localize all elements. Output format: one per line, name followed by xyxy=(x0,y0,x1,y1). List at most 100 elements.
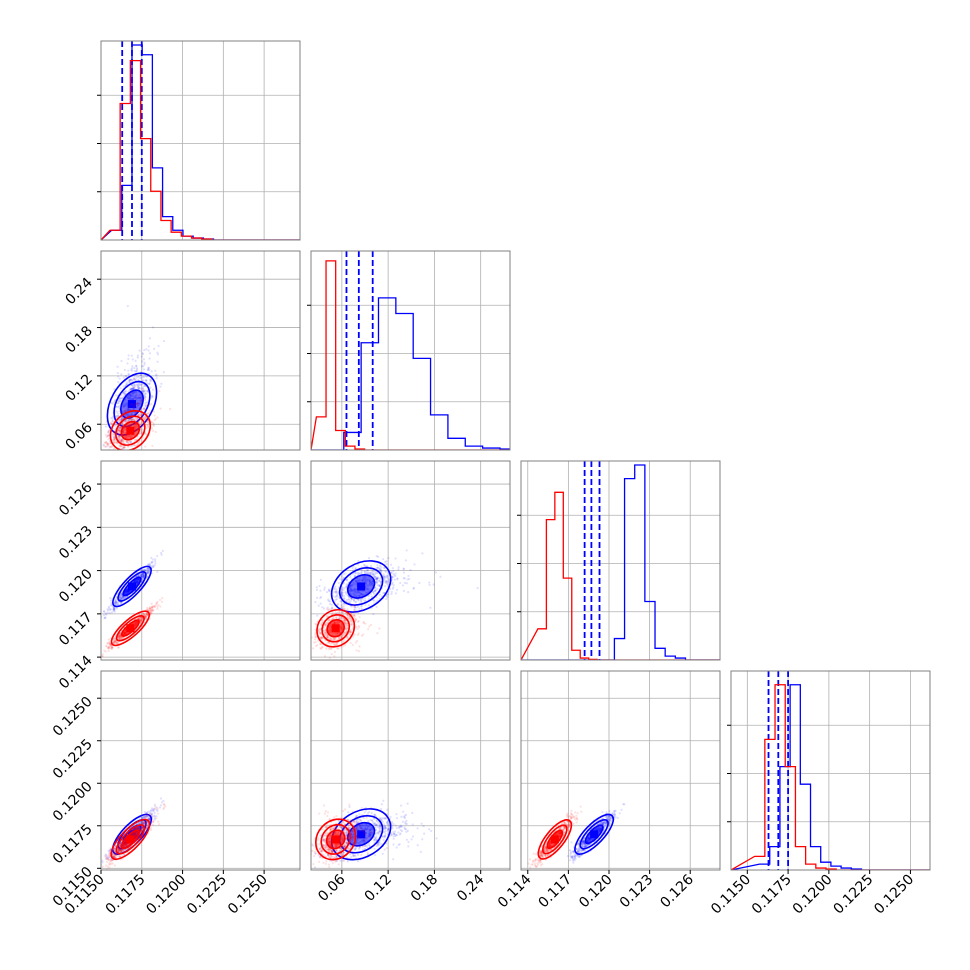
scatter-point xyxy=(155,602,158,605)
scatter-point xyxy=(402,571,405,574)
scatter-point xyxy=(380,595,383,598)
scatter-point xyxy=(148,337,152,340)
scatter-point xyxy=(126,445,130,448)
scatter-point xyxy=(118,437,122,440)
scatter-point xyxy=(116,433,120,436)
scatter-point xyxy=(148,563,151,566)
scatter-point xyxy=(327,588,330,591)
scatter-point xyxy=(131,365,134,368)
scatter-point xyxy=(326,635,330,638)
scatter-point xyxy=(138,407,141,410)
scatter-point xyxy=(145,613,149,616)
scatter-point xyxy=(360,608,363,612)
panel-1-0 xyxy=(100,250,301,456)
scatter-point xyxy=(145,426,148,430)
scatter-point xyxy=(382,566,386,569)
density-peak xyxy=(127,400,136,409)
scatter-point xyxy=(108,642,111,645)
scatter-point xyxy=(140,613,143,616)
scatter-point xyxy=(112,607,116,610)
scatter-point xyxy=(141,822,144,825)
scatter-point xyxy=(368,625,371,628)
scatter-point xyxy=(143,574,146,577)
scatter-point xyxy=(149,811,152,815)
scatter-point xyxy=(117,603,120,606)
scatter-point xyxy=(353,605,356,608)
scatter-point xyxy=(368,572,371,575)
scatter-point xyxy=(151,388,155,391)
scatter-point xyxy=(156,809,159,812)
scatter-point xyxy=(133,418,136,422)
scatter-point xyxy=(160,551,163,555)
scatter-point xyxy=(375,577,378,581)
scatter-point xyxy=(376,577,379,580)
scatter-point xyxy=(363,564,366,567)
scatter-point xyxy=(146,572,150,575)
scatter-point xyxy=(110,422,113,425)
scatter-point xyxy=(322,607,326,610)
scatter-point xyxy=(139,406,142,409)
contour xyxy=(110,610,151,647)
scatter-point xyxy=(120,439,123,442)
scatter-point xyxy=(143,815,146,818)
scatter-point xyxy=(151,809,154,812)
scatter-point xyxy=(124,389,127,393)
scatter-point xyxy=(106,641,109,645)
scatter-point xyxy=(320,636,323,639)
scatter-point xyxy=(324,632,327,635)
scatter-point xyxy=(119,438,122,441)
scatter-point xyxy=(144,396,147,399)
scatter-point xyxy=(336,592,340,595)
scatter-point xyxy=(123,454,125,456)
scatter-point xyxy=(330,637,333,641)
scatter-point xyxy=(108,855,111,858)
scatter-point xyxy=(154,604,157,607)
scatter-point xyxy=(159,797,163,800)
scatter-point xyxy=(367,595,370,598)
scatter-point xyxy=(123,391,126,394)
scatter-point xyxy=(403,581,407,584)
scatter-point xyxy=(160,801,164,804)
scatter-point xyxy=(101,653,104,656)
scatter-point xyxy=(364,599,367,602)
scatter-point xyxy=(343,618,346,621)
scatter-point xyxy=(314,633,317,636)
scatter-point xyxy=(147,366,150,370)
scatter-point xyxy=(120,439,123,442)
scatter-point xyxy=(161,549,164,552)
scatter-point xyxy=(137,413,140,416)
scatter-point xyxy=(146,404,149,407)
scatter-point xyxy=(373,575,376,578)
scatter-point xyxy=(390,590,393,593)
scatter-point xyxy=(144,405,148,408)
scatter-point xyxy=(120,439,123,442)
scatter-point xyxy=(350,597,353,600)
scatter-point xyxy=(349,630,352,633)
histogram-blue xyxy=(101,44,300,240)
scatter-point xyxy=(141,821,144,824)
scatter-point xyxy=(116,442,119,445)
scatter-point xyxy=(355,625,358,629)
scatter-point xyxy=(406,578,409,581)
scatter-point xyxy=(137,441,141,444)
scatter-point xyxy=(375,577,378,580)
scatter-point xyxy=(396,578,399,581)
scatter-point xyxy=(330,603,333,606)
scatter-point xyxy=(144,408,147,411)
scatter-point xyxy=(129,378,132,381)
scatter-point xyxy=(124,419,128,422)
panel-frame xyxy=(310,460,511,661)
scatter-point xyxy=(131,417,134,420)
scatter-point xyxy=(113,639,116,643)
scatter-point xyxy=(115,440,118,443)
scatter-point xyxy=(325,647,328,650)
scatter-point xyxy=(344,623,348,626)
scatter-point xyxy=(118,635,121,638)
scatter-point xyxy=(156,600,159,603)
scatter-point xyxy=(133,411,136,414)
scatter-point xyxy=(117,402,120,405)
scatter-point xyxy=(103,649,106,652)
scatter-point xyxy=(333,637,336,640)
scatter-point xyxy=(139,622,142,625)
